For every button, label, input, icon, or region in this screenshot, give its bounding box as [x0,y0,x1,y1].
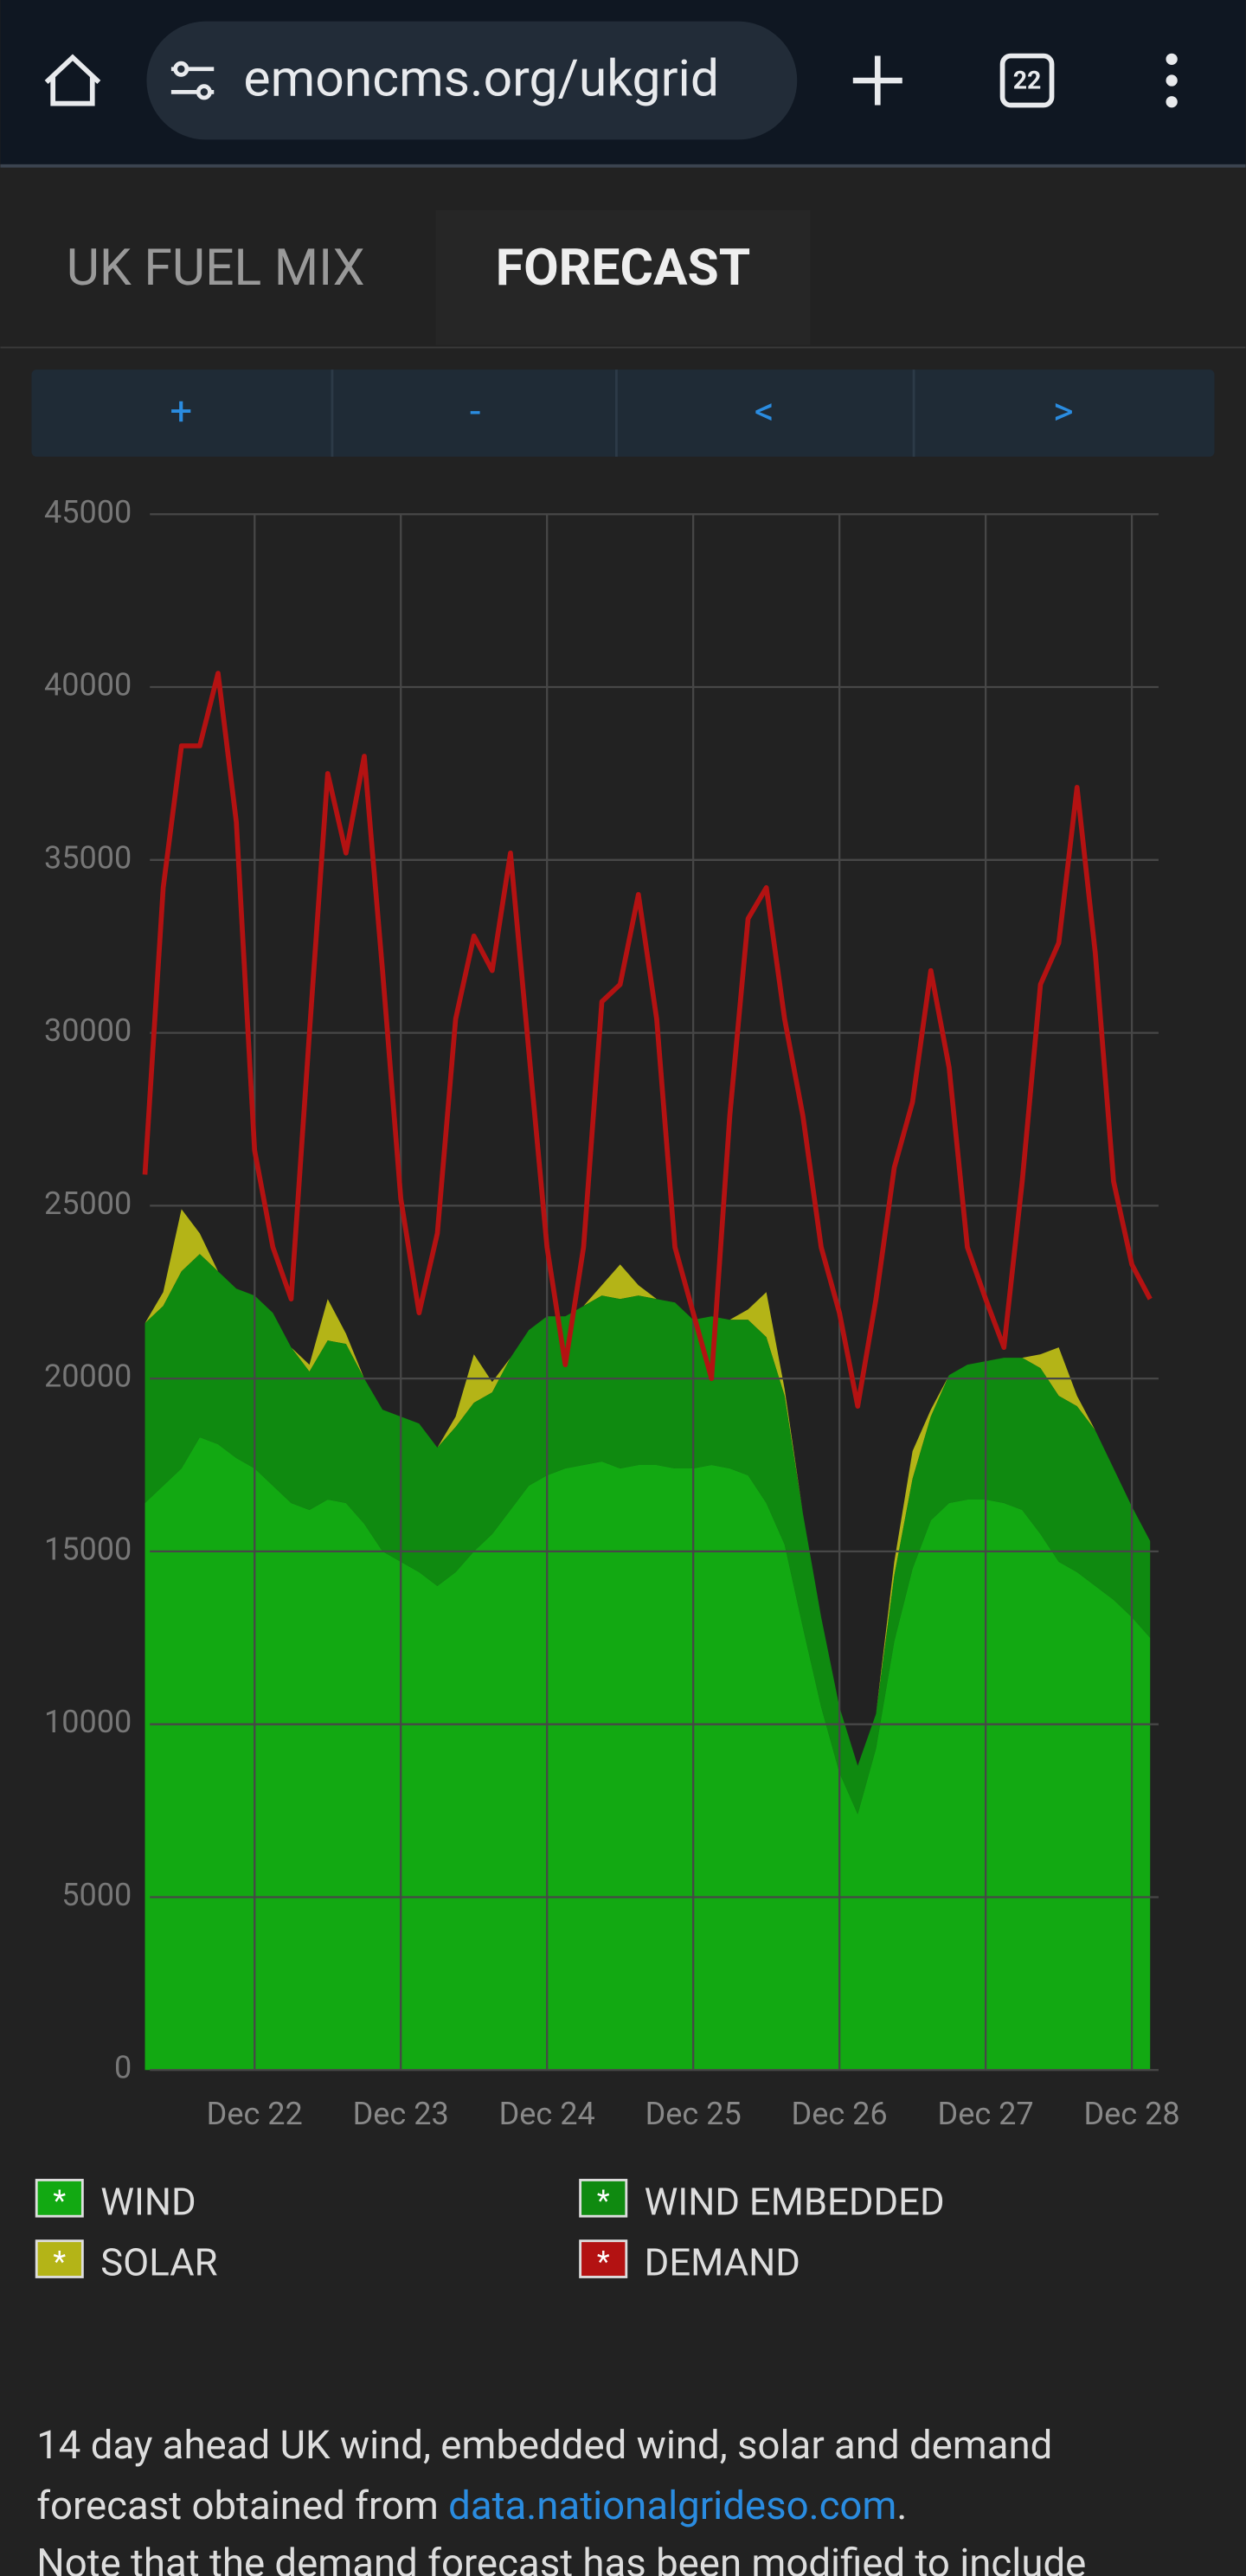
area [145,1254,1151,1815]
tab-divider [0,346,1246,349]
legend-label: DEMAND [645,2240,800,2285]
browser-bar-edge [0,164,1246,168]
legend-label: WIND [100,2179,196,2224]
description-text: forecast obtained from [36,2483,448,2529]
legend-label: WIND EMBEDDED [645,2179,945,2224]
legend-swatch [579,2179,628,2218]
area [145,1437,1151,2071]
x-tick-label: Dec 28 [1084,2096,1180,2132]
y-tick-label: 45000 [44,494,132,530]
y-tick-label: 0 [114,2050,132,2086]
y-tick-label: 5000 [61,1877,132,1913]
x-tick-label: Dec 22 [207,2096,303,2132]
y-tick-label: 20000 [44,1359,132,1395]
new-tab-icon[interactable] [852,55,902,106]
tab-switcher[interactable] [999,53,1055,108]
y-tick-label: 10000 [44,1704,132,1740]
button-bar [31,369,1215,457]
legend-swatch [35,2239,84,2278]
legend-label: SOLAR [100,2240,217,2285]
x-tick-label: Dec 24 [499,2096,595,2132]
description-text: . [896,2483,907,2529]
tab-count: 22 [1013,66,1042,94]
pan-left-button[interactable]: < [755,389,774,434]
url-bar[interactable] [146,21,798,140]
y-tick-label: 25000 [44,1185,132,1222]
source-link[interactable]: data.nationalgrideso.com [448,2483,896,2529]
legend-marker: * [53,2184,66,2219]
tab[interactable]: UK FUEL MIX [67,238,365,298]
x-tick-label: Dec 26 [792,2096,888,2132]
y-tick-label: 15000 [44,1531,132,1567]
legend-marker: * [597,2184,610,2219]
legend-marker: * [597,2245,610,2279]
site-settings-icon[interactable] [170,61,215,100]
y-tick-label: 35000 [44,839,132,876]
home-icon[interactable] [44,54,101,106]
x-tick-label: Dec 23 [353,2096,449,2132]
pan-right-button[interactable]: > [1053,389,1074,434]
legend-swatch [579,2239,628,2278]
zoom-out-button[interactable]: - [470,389,481,434]
url-text[interactable]: emoncms.org/ukgrid [243,48,719,108]
chart: 0 5000 10000 15000 20000 25000 30000 35000 40000… [35,494,1180,2285]
description: 14 day ahead UK wind, embedded wind, sol… [36,2423,1052,2469]
x-tick-label: Dec 25 [645,2096,742,2132]
description: Note that the demand forecast has been m… [36,2541,1086,2576]
legend-marker: * [53,2245,66,2279]
button-dividers [331,369,915,457]
y-tick-label: 30000 [44,1012,132,1049]
legend-swatch [35,2179,84,2218]
description: forecast obtained from data.nationalgrid… [36,2483,907,2529]
tab[interactable]: FORECAST [496,238,750,298]
menu-icon[interactable] [1166,53,1178,108]
x-tick-label: Dec 27 [938,2096,1034,2132]
demand-line [142,671,1153,1409]
zoom-in-button[interactable]: + [170,389,192,434]
active-tab-bg [435,210,811,345]
y-tick-label: 40000 [44,667,132,703]
